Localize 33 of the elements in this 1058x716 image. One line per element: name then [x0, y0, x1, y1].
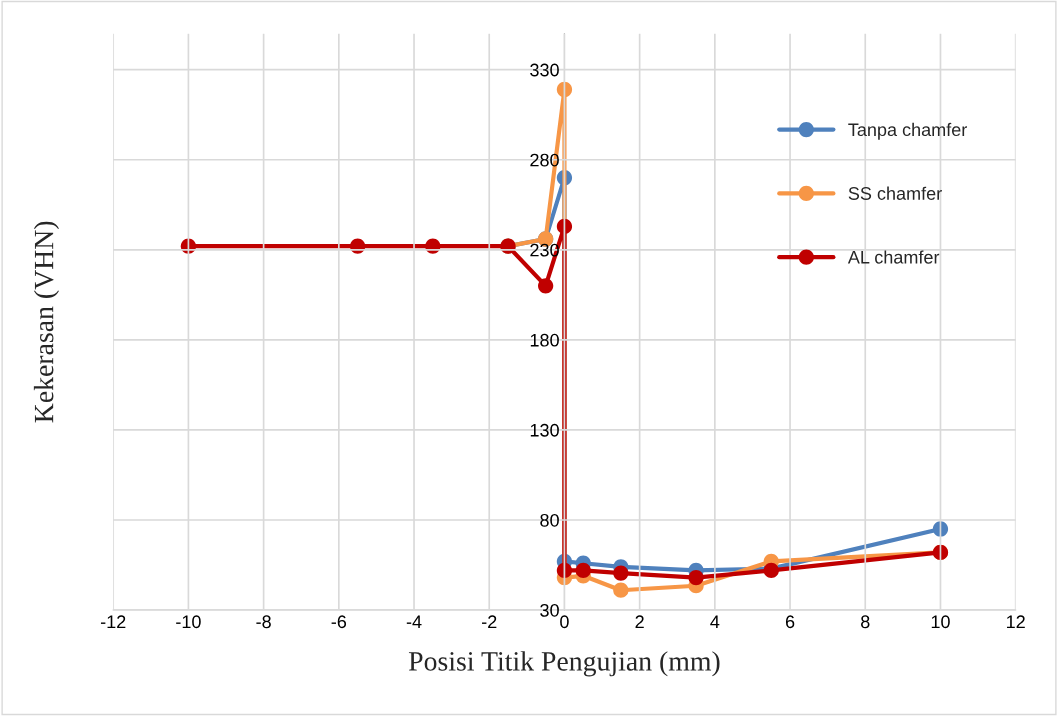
x-tick-label: -10 — [176, 615, 201, 629]
point — [575, 562, 591, 579]
x-tick-label: 2 — [635, 615, 644, 628]
x-tick-label: 0 — [560, 615, 569, 629]
point — [556, 81, 573, 98]
point — [556, 562, 573, 579]
y-tick-label: 80 — [540, 513, 559, 527]
x-tick-label: 10 — [931, 615, 950, 629]
x-tick-label: 8 — [861, 615, 870, 629]
x-tick-label: 12 — [1007, 615, 1025, 628]
x-tick-label: 4 — [710, 615, 720, 628]
x-tick-label: -12 — [100, 615, 126, 628]
legend-label: Tanpa chamfer — [848, 122, 967, 140]
x-axis-title: Posisi Titik Pengujian (mm) — [408, 651, 720, 677]
y-tick-label: 130 — [530, 423, 559, 437]
y-tick-label: 180 — [530, 333, 559, 347]
x-tick-label: -6 — [331, 615, 347, 629]
y-axis-title: Kekerasan (VHN) — [33, 221, 60, 423]
x-tick-label: -4 — [406, 615, 422, 628]
point — [613, 565, 629, 581]
point — [613, 582, 629, 598]
y-tick-label: 30 — [540, 603, 559, 617]
y-tick-label: 280 — [530, 153, 559, 167]
legend-label: AL chamfer — [847, 250, 940, 264]
legend-label: SS chamfer — [848, 186, 942, 200]
x-tick-label: -2 — [482, 615, 497, 628]
point — [556, 218, 573, 235]
x-tick-label: 6 — [785, 615, 795, 629]
x-tick-label: -8 — [256, 615, 271, 629]
point — [688, 569, 704, 586]
point — [538, 278, 554, 294]
y-tick-label: 330 — [530, 63, 559, 77]
y-tick-label: 230 — [530, 243, 559, 257]
